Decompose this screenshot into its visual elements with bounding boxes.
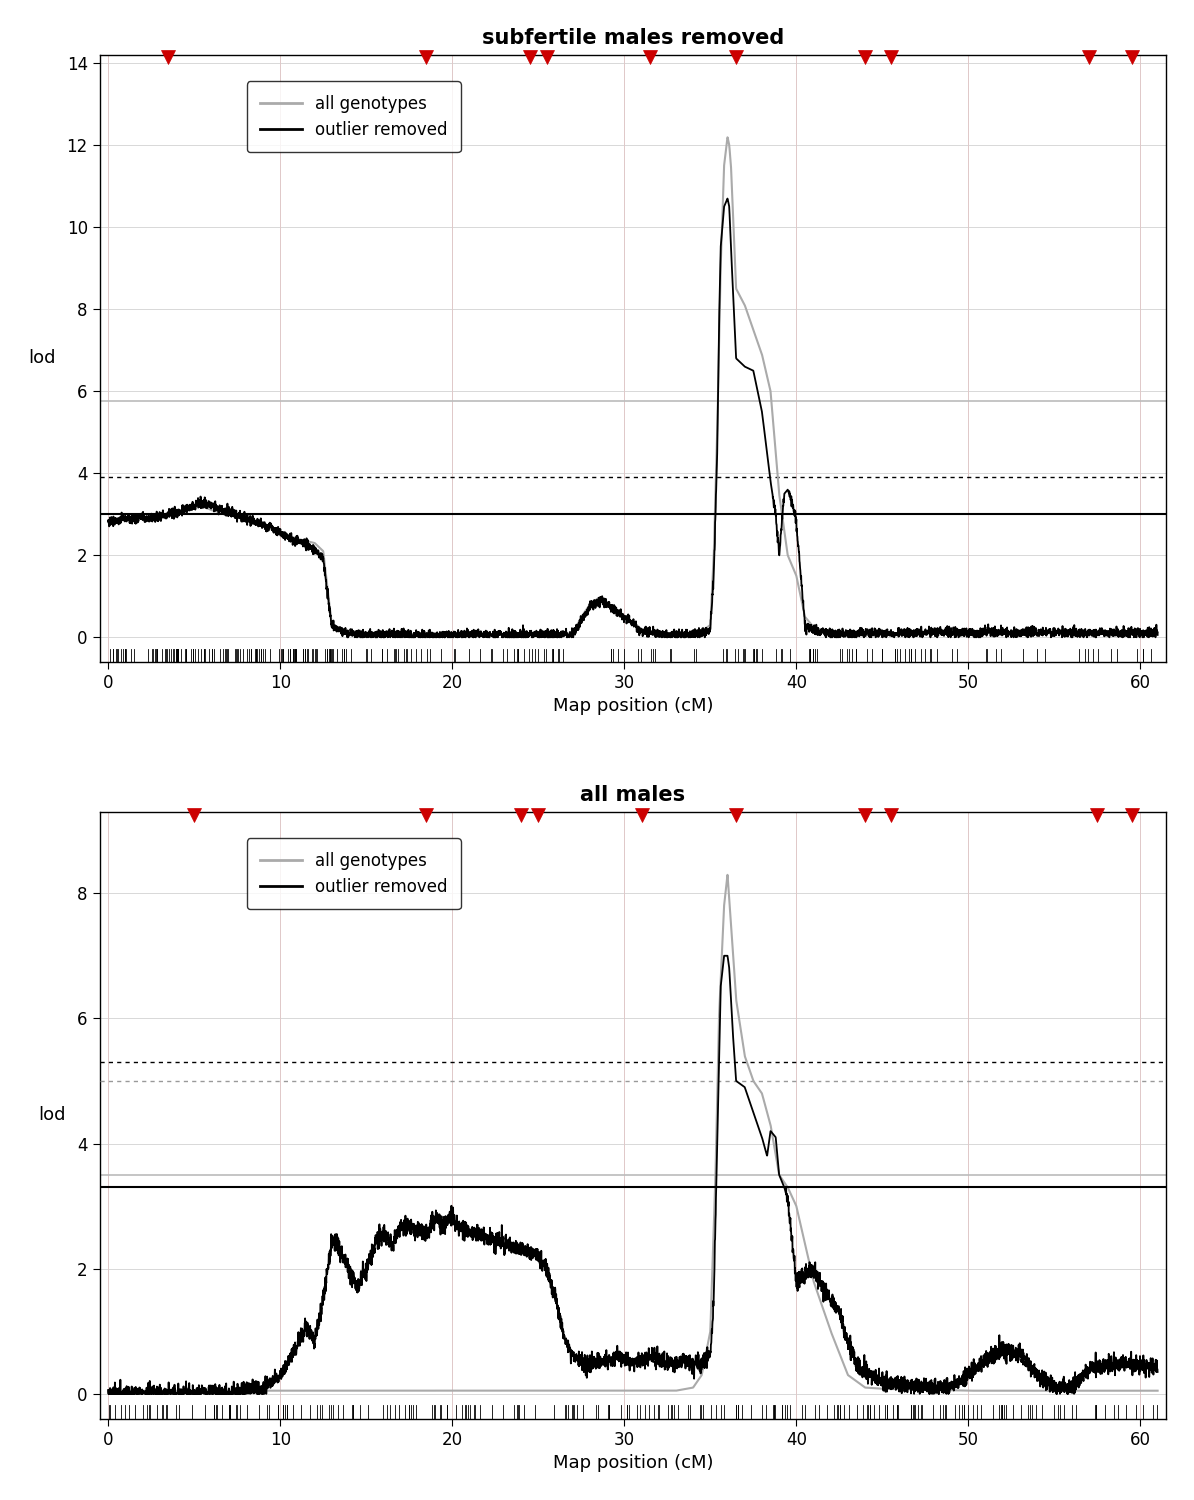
X-axis label: Map position (cM): Map position (cM) <box>553 698 713 715</box>
Legend: all genotypes, outlier removed: all genotypes, outlier removed <box>247 81 461 153</box>
Legend: all genotypes, outlier removed: all genotypes, outlier removed <box>247 839 461 909</box>
Title: subfertile males removed: subfertile males removed <box>481 28 784 48</box>
Y-axis label: lod: lod <box>27 350 55 368</box>
Title: all males: all males <box>580 784 685 804</box>
X-axis label: Map position (cM): Map position (cM) <box>553 1454 713 1472</box>
Y-axis label: lod: lod <box>38 1107 66 1125</box>
